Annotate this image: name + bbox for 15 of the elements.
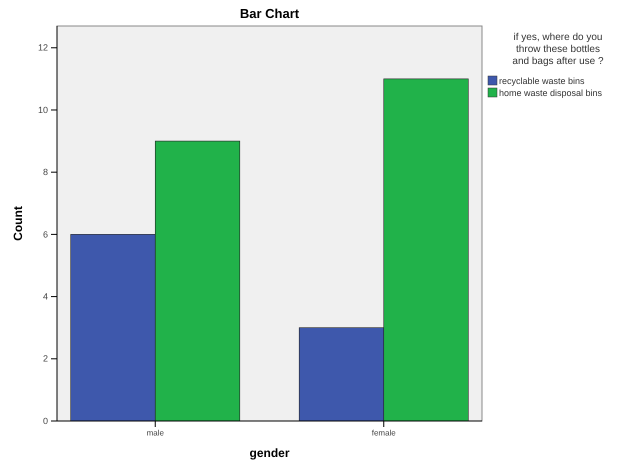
chart-title: Bar Chart — [240, 6, 300, 21]
x-tick-label: female — [372, 428, 396, 438]
legend-title: if yes, where do you throw these bottles and bags after use ? — [512, 32, 604, 67]
y-tick-label: 10 — [38, 104, 48, 115]
y-tick-label: 8 — [42, 167, 48, 178]
legend-label: recyclable waste bins — [499, 76, 586, 86]
y-tick-label: 12 — [38, 42, 48, 53]
x-axis-title: gender — [249, 446, 290, 460]
y-tick-label: 6 — [42, 229, 48, 240]
y-axis-title: Count — [11, 206, 25, 241]
y-tick-label: 2 — [42, 354, 48, 364]
x-tick-label: male — [146, 428, 164, 438]
y-tick-label: 4 — [42, 291, 48, 302]
legend-label: home waste disposal bins — [499, 88, 603, 98]
y-tick-label: 0 — [42, 416, 48, 426]
